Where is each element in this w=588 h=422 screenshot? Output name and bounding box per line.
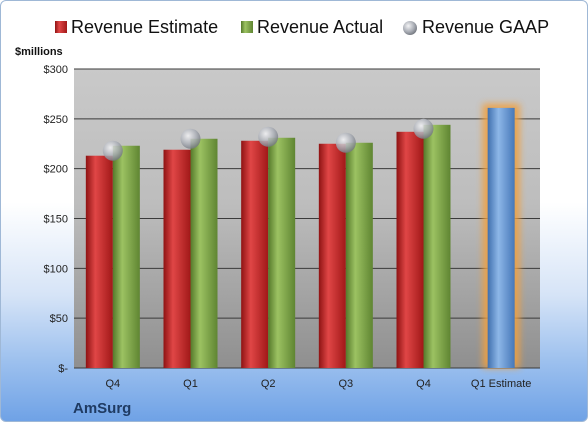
bar-revenue-estimate-upcoming [487,107,515,369]
y-tick-label: $150 [44,214,68,226]
legend-label-revenue-gaap: Revenue GAAP [422,17,549,37]
legend-item-revenue-actual: Revenue Actual [241,17,383,37]
y-axis-unit-label: $millions [15,46,63,58]
bar-revenue-estimate [318,143,346,368]
legend-label-revenue-actual: Revenue Actual [257,17,383,37]
y-tick-label: $50 [50,313,68,325]
bar-revenue-estimate [85,155,113,368]
legend-swatch-revenue-estimate [55,21,67,33]
bar-revenue-actual [345,142,373,368]
bar-revenue-actual [268,137,296,368]
legend-marker-revenue-gaap [403,21,417,35]
bar-revenue-estimate [241,140,269,368]
x-tick-label: Q1 [183,378,198,390]
gridlines [74,68,540,369]
bar-revenue-actual [190,138,218,368]
marker-revenue-gaap [258,126,279,147]
y-tick-label: $300 [44,64,68,76]
legend-swatch-revenue-actual [241,21,253,33]
legend-item-revenue-estimate: Revenue Estimate [55,17,218,37]
y-tick-label: $250 [44,114,68,126]
company-name: AmSurg [73,400,131,417]
bar-revenue-actual [423,124,451,369]
marker-revenue-gaap [413,118,434,139]
y-tick-label: $- [58,363,68,375]
x-tick-label: Q4 [105,378,120,390]
marker-revenue-gaap [102,140,123,161]
marker-revenue-gaap [180,128,201,149]
x-tick-label: Q1 Estimate [471,378,532,390]
chart-legend: Revenue Estimate Revenue Actual Revenue … [55,17,549,37]
gaap-markers [102,118,434,161]
y-axis-ticks: $- $50 $100 $150 $200 $250 $300 [44,64,69,375]
y-tick-label: $100 [44,263,68,275]
x-axis-ticks: Q4 Q1 Q2 Q3 Q4 Q1 Estimate [105,378,531,390]
bar-revenue-actual [112,145,140,368]
y-tick-label: $200 [44,164,68,176]
bar-revenue-estimate [396,131,424,368]
x-tick-label: Q3 [338,378,353,390]
legend-label-revenue-estimate: Revenue Estimate [71,17,218,37]
legend-item-revenue-gaap: Revenue GAAP [403,17,549,37]
x-tick-label: Q2 [261,378,276,390]
x-tick-label: Q4 [416,378,431,390]
bar-revenue-estimate [163,149,191,368]
bars [85,103,520,369]
marker-revenue-gaap [335,132,356,153]
